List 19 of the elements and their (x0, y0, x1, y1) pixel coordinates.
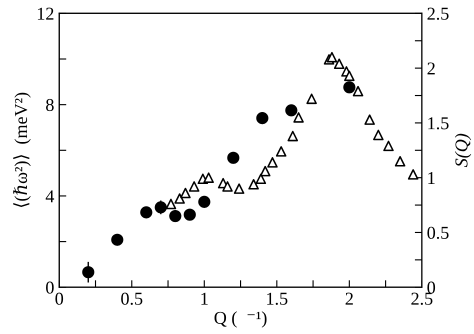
x-axis-title: Q ( ⁻¹) (214, 311, 267, 328)
x-tick-label: 2 (346, 292, 353, 305)
x-tick-label: 1 (201, 292, 208, 305)
y-tick-label: 8 (46, 98, 54, 112)
y-tick-label: 4 (46, 190, 54, 202)
y2-tick-label: 2.5 (428, 8, 449, 20)
x-tick-label: 0 (55, 292, 64, 305)
x-tick-label: 2.5 (411, 292, 432, 305)
y-tick-label: 12 (38, 8, 54, 20)
y-tick-label: 0 (46, 281, 54, 294)
x-tick-label: 1.5 (267, 292, 288, 305)
y2-tick-label: 0 (427, 281, 436, 294)
y2-tick-label: 0.5 (427, 226, 449, 239)
y2-tick-label: 2 (428, 62, 435, 74)
y2-tick-label: 1.5 (428, 117, 449, 130)
y-axis-title: ⟨(ℏω²)⟩ (meV²) (13, 92, 31, 207)
y2-axis-title: S(Q) (454, 134, 472, 168)
x-tick-label: 0.5 (121, 292, 142, 305)
y2-tick-label: 1 (428, 172, 435, 184)
